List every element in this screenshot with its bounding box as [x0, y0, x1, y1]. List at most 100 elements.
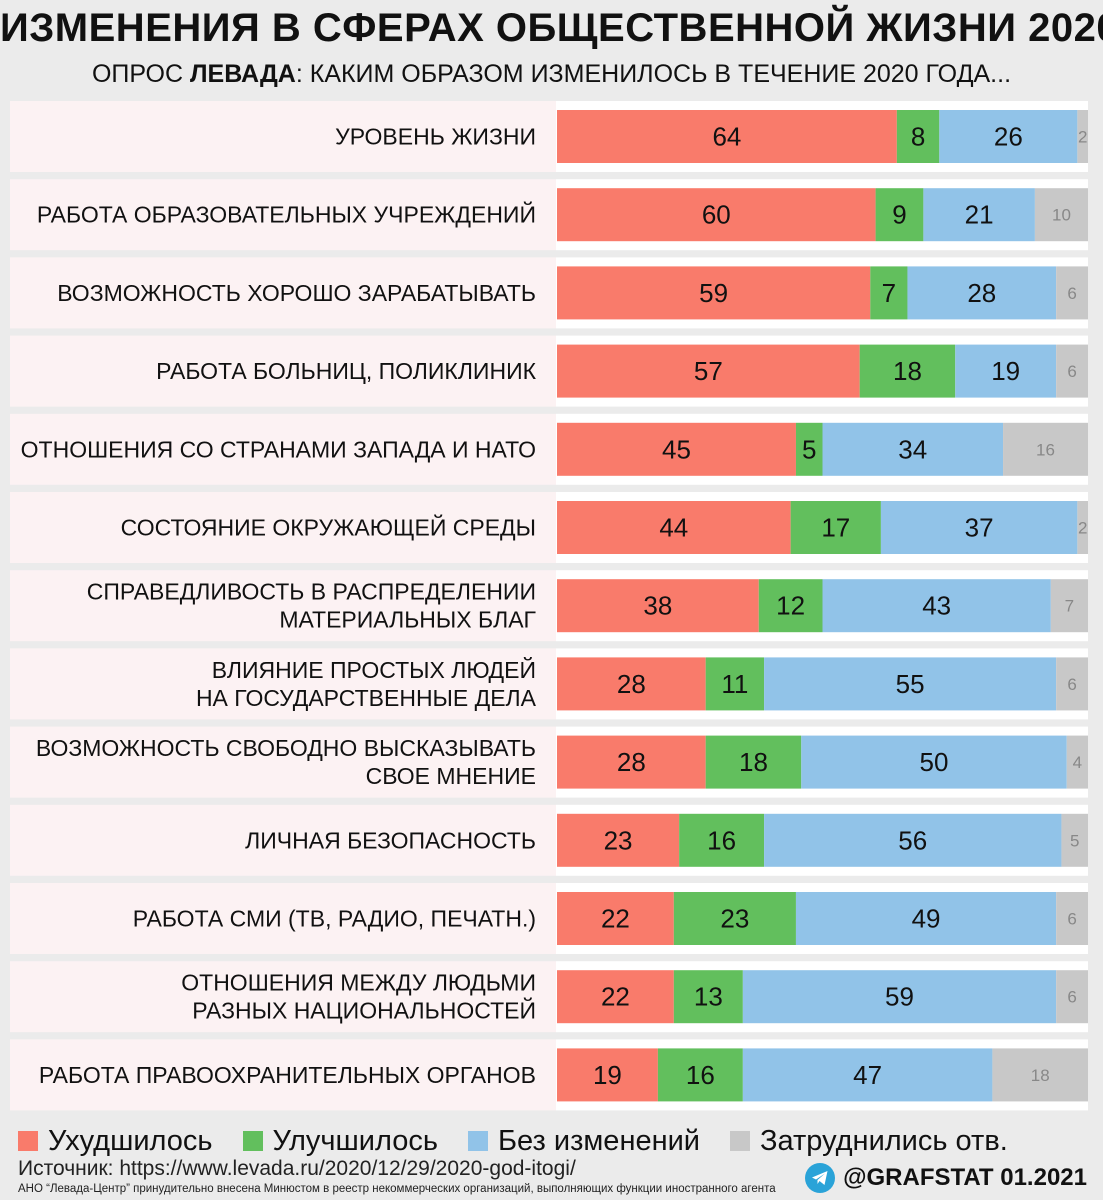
row-label-panel — [10, 726, 556, 798]
legend-label-worse: Ухудшилось — [48, 1124, 213, 1157]
legend-label-better: Улучшилось — [272, 1124, 438, 1157]
data-label-unchanged: 50 — [920, 747, 949, 777]
legend-swatch-unchanged — [468, 1131, 488, 1151]
category-label: РАЗНЫХ НАЦИОНАЛЬНОСТЕЙ — [192, 997, 536, 1024]
bar-better — [795, 422, 823, 476]
row-label-panel — [10, 335, 556, 407]
data-label-better: 18 — [893, 356, 922, 386]
data-label-undecided: 6 — [1067, 675, 1076, 694]
data-label-undecided: 18 — [1031, 1066, 1050, 1085]
legend-item-undecided: Затруднились отв. — [730, 1125, 1008, 1158]
data-label-better: 17 — [821, 513, 850, 543]
chart-title: ИЗМЕНЕНИЯ В СФЕРАХ ОБЩЕСТВЕННОЙ ЖИЗНИ 20… — [0, 6, 1103, 50]
category-label: РАБОТА ОБРАЗОВАТЕЛЬНЫХ УЧРЕЖДЕНИЙ — [37, 201, 536, 228]
row-label-panel — [10, 101, 556, 172]
data-label-better: 23 — [720, 904, 749, 934]
data-label-undecided: 6 — [1067, 910, 1076, 929]
bar-worse — [557, 501, 791, 554]
row-label-panel — [10, 804, 556, 876]
legend-label-undecided: Затруднились отв. — [760, 1124, 1008, 1157]
bar-unchanged — [923, 188, 1035, 242]
bar-worse — [557, 813, 680, 867]
bar-worse — [557, 970, 674, 1024]
legend-item-better: Улучшилось — [242, 1124, 438, 1158]
subtitle-question: : КАКИМ ОБРАЗОМ ИЗМЕНИЛОСЬ В ТЕЧЕНИЕ 202… — [295, 60, 1012, 88]
bar-unchanged — [801, 735, 1067, 789]
bar-unchanged — [742, 1048, 993, 1102]
category-label: НА ГОСУДАРСТВЕННЫЕ ДЕЛА — [196, 685, 537, 711]
bar-worse — [557, 344, 860, 398]
row-label-panel — [10, 961, 556, 1033]
row-label-panel — [10, 570, 556, 642]
data-label-undecided: 6 — [1067, 988, 1076, 1007]
data-label-worse: 44 — [659, 513, 688, 543]
data-label-worse: 28 — [617, 747, 646, 777]
bar-worse — [557, 422, 796, 476]
row-label-panel — [10, 492, 556, 563]
category-label: ВОЗМОЖНОСТЬ СВОБОДНО ВЫСКАЗЫВАТЬ — [36, 735, 536, 761]
bar-undecided — [1077, 501, 1088, 554]
foreign-agent-note: АНО “Левада-Центр” принудительно внесена… — [18, 1183, 776, 1195]
subtitle-source-name: ЛЕВАДА — [189, 60, 296, 88]
row-label-panel — [10, 257, 556, 329]
bar-better — [657, 1048, 743, 1102]
bar-better — [859, 344, 956, 398]
bar-better — [758, 579, 823, 633]
category-label: МАТЕРИАЛЬНЫХ БЛАГ — [279, 607, 536, 633]
bar-worse — [557, 657, 706, 711]
bar-unchanged — [939, 110, 1078, 163]
category-label: РАБОТА БОЛЬНИЦ, ПОЛИКЛИНИК — [156, 358, 536, 384]
bar-undecided — [1056, 657, 1088, 711]
brand-signature[interactable]: @GRAFSTAT 01.2021 — [805, 1163, 1087, 1193]
data-label-better: 8 — [911, 122, 925, 152]
data-label-better: 16 — [707, 825, 736, 855]
data-label-unchanged: 21 — [965, 200, 994, 230]
bar-undecided — [1056, 266, 1088, 320]
bar-unchanged — [955, 344, 1057, 398]
bar-worse — [557, 579, 759, 633]
bar-unchanged — [907, 266, 1057, 320]
legend-swatch-worse — [18, 1131, 38, 1151]
data-label-unchanged: 59 — [885, 982, 914, 1012]
bar-unchanged — [764, 657, 1057, 711]
bar-better — [679, 813, 765, 867]
bar-worse — [557, 110, 897, 163]
bar-unchanged — [880, 501, 1078, 554]
category-label: РАБОТА ПРАВООХРАНИТЕЛЬНЫХ ОРГАНОВ — [39, 1062, 536, 1088]
data-label-worse: 22 — [601, 982, 630, 1012]
data-label-undecided: 2 — [1078, 128, 1087, 147]
brand-label: @GRAFSTAT 01.2021 — [843, 1164, 1087, 1191]
category-label: СВОЕ МНЕНИЕ — [366, 763, 536, 789]
data-label-worse: 19 — [593, 1060, 622, 1090]
data-label-undecided: 6 — [1067, 284, 1076, 303]
data-label-unchanged: 56 — [898, 825, 927, 855]
data-label-undecided: 4 — [1073, 753, 1082, 772]
category-label: ОТНОШЕНИЯ СО СТРАНАМИ ЗАПАДА И НАТО — [21, 436, 536, 462]
telegram-icon — [805, 1163, 836, 1193]
data-label-better: 13 — [694, 982, 723, 1012]
bar-undecided — [1034, 188, 1088, 242]
data-label-unchanged: 47 — [853, 1060, 882, 1090]
data-label-better: 5 — [802, 434, 816, 464]
data-label-worse: 22 — [601, 904, 630, 934]
data-label-undecided: 7 — [1065, 597, 1074, 616]
bar-unchanged — [764, 813, 1062, 867]
legend: Ухудшилось Улучшилось Без изменений Затр… — [18, 1122, 1098, 1160]
source-link[interactable]: Источник: https://www.levada.ru/2020/12/… — [18, 1157, 576, 1180]
data-label-worse: 60 — [702, 200, 731, 230]
data-label-unchanged: 28 — [967, 278, 996, 308]
bar-undecided — [1066, 735, 1088, 789]
data-label-worse: 28 — [617, 669, 646, 699]
data-label-unchanged: 37 — [965, 513, 994, 543]
row-label-panel — [10, 1039, 556, 1111]
bar-worse — [557, 892, 674, 945]
bar-better — [705, 735, 802, 789]
row-label-panel — [10, 883, 556, 954]
data-label-better: 18 — [739, 747, 768, 777]
bar-worse — [557, 735, 706, 789]
data-label-worse: 57 — [694, 356, 723, 386]
bar-unchanged — [822, 422, 1004, 476]
category-label: ВОЗМОЖНОСТЬ ХОРОШО ЗАРАБАТЫВАТЬ — [57, 280, 536, 306]
bar-better — [790, 501, 881, 554]
